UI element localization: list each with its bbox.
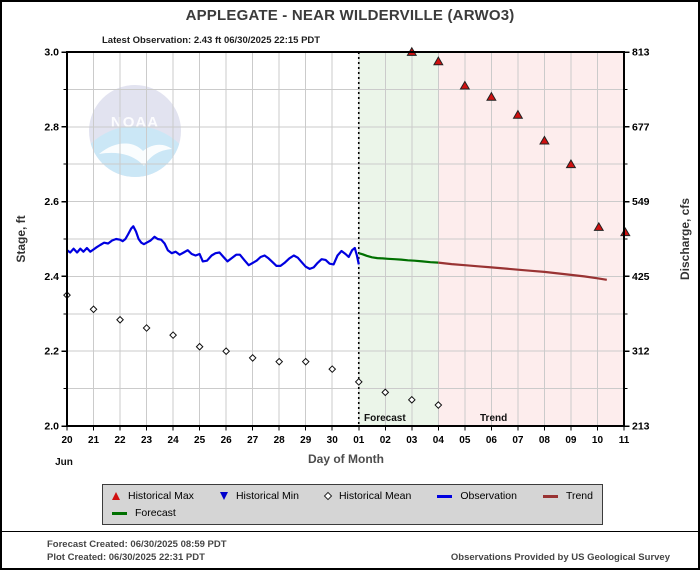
day-tick-label: 07 <box>512 435 524 446</box>
forecast-created-text: Forecast Created: 06/30/2025 08:59 PDT <box>47 539 227 550</box>
historical-max-marker <box>433 56 444 66</box>
observations-credit: Observations Provided by US Geological S… <box>450 552 670 563</box>
legend-label: Forecast <box>135 507 176 519</box>
day-tick-label: 25 <box>194 435 206 446</box>
day-tick-label: 22 <box>114 435 126 446</box>
legend-row-1: Historical Max Historical Min Historical… <box>112 490 593 502</box>
day-tick-label: 10 <box>592 435 604 446</box>
stage-axis-label: Stage, ft <box>14 215 28 263</box>
historical-mean-marker <box>354 377 363 386</box>
legend-label: Observation <box>460 490 517 502</box>
historical-min-marker-icon <box>219 492 228 500</box>
page-title: APPLEGATE - NEAR WILDERVILLE (ARWO3) <box>185 7 515 24</box>
trend-line-icon <box>542 494 558 498</box>
plot-border <box>66 51 625 427</box>
day-tick-label: 21 <box>88 435 100 446</box>
historical-mean-marker <box>89 305 98 314</box>
day-tick-label: 01 <box>353 435 365 446</box>
historical-mean-marker-icon <box>323 491 333 501</box>
day-tick-label: 04 <box>433 435 445 446</box>
legend-item-historical-mean: Historical Mean <box>323 490 412 502</box>
trend-line <box>438 261 607 281</box>
day-tick-label: 06 <box>486 435 498 446</box>
discharge-tick-label: 813 <box>632 47 650 59</box>
discharge-tick-label: 677 <box>632 121 650 133</box>
latest-observation: Latest Observation: 2.43 ft 06/30/2025 2… <box>102 35 321 46</box>
legend-item-historical-max: Historical Max <box>112 490 194 502</box>
trend-region-label: Trend <box>480 413 508 424</box>
svg-text:NOAA: NOAA <box>111 114 159 131</box>
forecast-region-label: Forecast <box>364 413 406 424</box>
day-tick-label: 05 <box>459 435 471 446</box>
historical-mean-marker <box>222 347 231 356</box>
gridlines <box>67 52 624 426</box>
historical-mean-marker <box>434 401 443 409</box>
stage-tick-label: 2.0 <box>44 421 59 433</box>
historical-mean-marker <box>301 357 310 366</box>
historical-mean-marker <box>381 388 390 397</box>
legend-item-forecast: Forecast <box>112 507 176 519</box>
day-tick-label: 11 <box>619 435 630 446</box>
day-tick-label: 26 <box>221 435 233 446</box>
stage-tick-label: 3.0 <box>44 47 59 59</box>
discharge-tick-label: 213 <box>632 421 650 433</box>
legend-item-historical-min: Historical Min <box>219 490 299 502</box>
day-tick-label: 27 <box>247 435 259 446</box>
day-tick-label: 08 <box>539 435 551 446</box>
observation-line-icon <box>437 494 453 498</box>
historical-mean-markers <box>63 291 443 409</box>
historical-max-marker <box>565 159 577 169</box>
day-tick-label: 28 <box>274 435 286 446</box>
legend-item-trend: Trend <box>542 490 593 502</box>
historical-mean-marker <box>142 324 151 332</box>
historical-mean-marker <box>195 342 204 351</box>
day-tick-label: 23 <box>141 435 153 446</box>
forecast-line <box>358 252 439 264</box>
day-tick-label: 02 <box>380 435 392 446</box>
historical-max-marker <box>459 80 471 90</box>
historical-max-marker-icon <box>112 492 120 500</box>
legend-label: Historical Mean <box>338 490 412 502</box>
tick-labels: 3.0 813 2.8 677 2.6 549 2.4 425 2.2 312 2.0 213 20 21… <box>44 47 649 447</box>
historical-max-marker <box>539 135 550 145</box>
day-tick-label: 29 <box>300 435 312 446</box>
historical-mean-marker <box>116 315 124 324</box>
footer: Forecast Created: 06/30/2025 08:59 PDT P… <box>2 531 698 568</box>
historical-mean-marker <box>248 354 257 362</box>
historical-mean-marker <box>169 331 178 340</box>
historical-max-marker <box>486 91 497 101</box>
stage-tick-label: 2.8 <box>44 121 59 133</box>
stage-tick-label: 2.2 <box>44 346 59 358</box>
day-tick-label: 09 <box>565 435 577 446</box>
legend: Historical Max Historical Min Historical… <box>102 484 603 525</box>
discharge-tick-label: 549 <box>632 196 650 208</box>
legend-label: Trend <box>565 490 593 502</box>
discharge-axis-label: Discharge, cfs <box>678 197 692 281</box>
legend-row-2: Forecast <box>112 507 176 519</box>
discharge-tick-label: 312 <box>632 346 650 358</box>
x-axis-title: Day of Month <box>308 452 384 466</box>
day-tick-label: 24 <box>168 435 180 446</box>
discharge-tick-label: 425 <box>632 271 650 283</box>
legend-label: Historical Min <box>235 490 299 502</box>
legend-item-observation: Observation <box>437 490 517 502</box>
month-label: Jun <box>55 457 73 468</box>
historical-mean-marker <box>328 365 337 374</box>
historical-max-marker <box>593 221 605 231</box>
stage-tick-label: 2.6 <box>44 196 59 208</box>
day-tick-label: 20 <box>61 435 73 446</box>
day-tick-label: 03 <box>406 435 418 446</box>
day-tick-label: 30 <box>327 435 339 446</box>
plot-created-text: Plot Created: 06/30/2025 22:31 PDT <box>47 552 205 563</box>
legend-label: Historical Max <box>128 490 194 502</box>
forecast-line-icon <box>112 511 127 515</box>
stage-tick-label: 2.4 <box>44 271 59 283</box>
historical-mean-marker <box>275 357 284 366</box>
historical-max-marker <box>512 109 524 119</box>
historical-mean-marker <box>407 395 416 404</box>
observation-line <box>66 225 360 270</box>
